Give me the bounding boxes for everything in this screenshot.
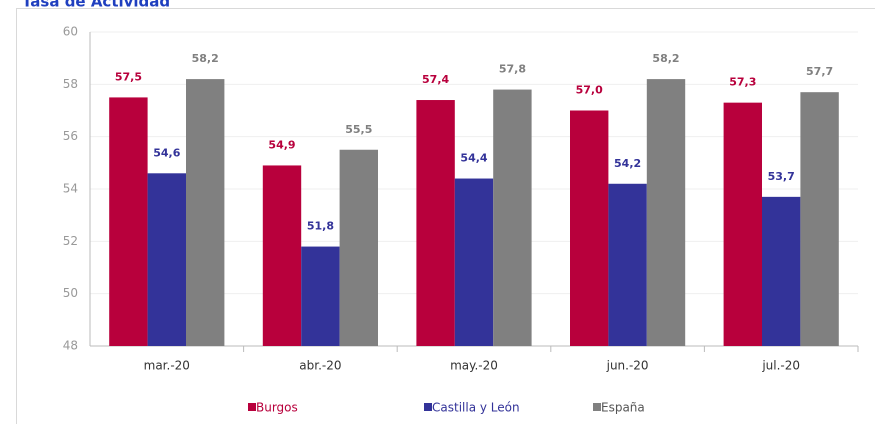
x-tick-label: jun.-20 [606, 359, 649, 373]
bar [262, 165, 302, 346]
bar [454, 178, 494, 346]
legend-label: España [601, 401, 645, 415]
data-label: 57,7 [806, 65, 833, 78]
bar [570, 110, 609, 346]
y-tick-label: 48 [63, 339, 78, 353]
bar [186, 79, 225, 346]
bar [608, 183, 647, 346]
y-tick-label: 58 [63, 77, 78, 91]
data-label: 54,6 [153, 146, 180, 159]
bar [339, 149, 378, 346]
x-tick-label: mar.-20 [144, 359, 190, 373]
y-tick-label: 54 [63, 182, 78, 196]
x-tick-label: jul.-20 [761, 359, 800, 373]
y-tick-label: 50 [63, 286, 78, 300]
x-tick-label: may.-20 [450, 359, 498, 373]
bar [800, 92, 839, 346]
x-tick-label: abr.-20 [299, 359, 341, 373]
data-label: 54,9 [268, 138, 295, 151]
data-label: 58,2 [652, 52, 679, 65]
data-label: 54,2 [614, 157, 641, 170]
data-label: 51,8 [307, 220, 334, 233]
y-tick-label: 56 [63, 129, 78, 143]
data-label: 57,3 [729, 76, 756, 89]
data-label: 57,5 [115, 70, 142, 83]
data-label: 54,4 [460, 152, 487, 165]
bar [147, 173, 186, 346]
bar [762, 196, 801, 346]
bar [416, 100, 455, 347]
bar [301, 246, 340, 346]
data-label: 55,5 [345, 123, 372, 136]
bar [493, 89, 532, 347]
chart-border [16, 8, 875, 424]
legend-swatch [424, 403, 432, 411]
y-tick-label: 52 [63, 234, 78, 248]
legend-swatch [593, 403, 601, 411]
data-label: 57,8 [499, 63, 526, 76]
data-label: 53,7 [768, 170, 795, 183]
data-label: 57,4 [422, 73, 449, 86]
chart-title: Tasa de Actividad [22, 0, 170, 11]
bar [723, 102, 762, 347]
legend-label: Castilla y León [432, 401, 520, 415]
bar [109, 97, 148, 347]
bar [646, 79, 686, 346]
data-label: 58,2 [192, 52, 219, 65]
data-label: 57,0 [576, 84, 603, 97]
legend-label: Burgos [256, 401, 298, 415]
legend-swatch [248, 403, 256, 411]
y-tick-label: 60 [63, 25, 78, 39]
